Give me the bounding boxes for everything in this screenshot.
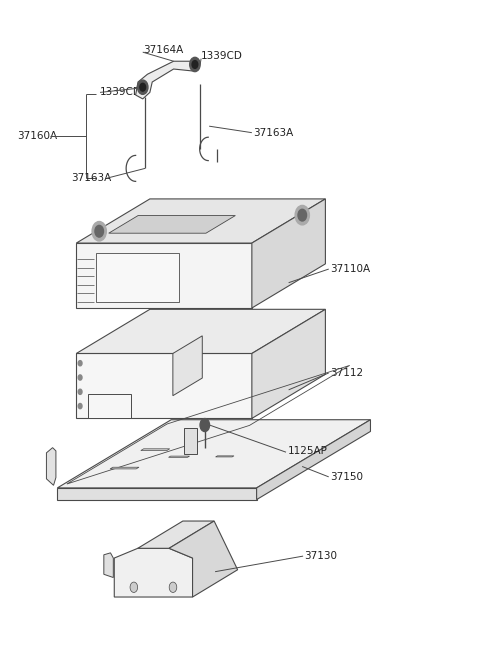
Text: 37130: 37130 bbox=[304, 551, 337, 561]
Bar bbox=[88, 394, 131, 419]
Polygon shape bbox=[76, 309, 325, 354]
Circle shape bbox=[295, 206, 310, 225]
Circle shape bbox=[200, 419, 210, 432]
Circle shape bbox=[78, 403, 82, 409]
Polygon shape bbox=[76, 243, 252, 308]
Circle shape bbox=[192, 60, 198, 68]
Polygon shape bbox=[57, 488, 257, 500]
Circle shape bbox=[78, 361, 82, 365]
Polygon shape bbox=[184, 428, 197, 454]
Polygon shape bbox=[168, 456, 190, 457]
Text: 37112: 37112 bbox=[330, 368, 363, 378]
Polygon shape bbox=[136, 61, 200, 99]
Text: 37163A: 37163A bbox=[72, 173, 112, 183]
Polygon shape bbox=[173, 336, 202, 396]
Text: 37110A: 37110A bbox=[330, 264, 370, 274]
Text: 37160A: 37160A bbox=[17, 131, 57, 141]
Circle shape bbox=[137, 80, 148, 94]
Text: 1339CD: 1339CD bbox=[100, 87, 142, 98]
Polygon shape bbox=[104, 553, 113, 578]
Polygon shape bbox=[252, 309, 325, 419]
Polygon shape bbox=[47, 447, 56, 485]
Polygon shape bbox=[108, 215, 235, 233]
Polygon shape bbox=[76, 354, 252, 419]
Circle shape bbox=[169, 582, 177, 593]
Text: 37150: 37150 bbox=[330, 472, 363, 482]
Polygon shape bbox=[138, 521, 214, 548]
Polygon shape bbox=[216, 456, 234, 457]
Circle shape bbox=[78, 389, 82, 394]
Polygon shape bbox=[252, 199, 325, 308]
Text: 37164A: 37164A bbox=[143, 45, 183, 55]
Circle shape bbox=[190, 58, 200, 71]
Polygon shape bbox=[257, 420, 371, 500]
Text: 1339CD: 1339CD bbox=[201, 51, 243, 61]
Text: 1125AP: 1125AP bbox=[288, 446, 327, 456]
Circle shape bbox=[130, 582, 138, 593]
Circle shape bbox=[298, 210, 307, 221]
Polygon shape bbox=[110, 467, 139, 469]
Polygon shape bbox=[114, 548, 192, 597]
Circle shape bbox=[95, 225, 104, 237]
Polygon shape bbox=[169, 521, 238, 597]
Circle shape bbox=[92, 221, 107, 241]
Bar bbox=[96, 253, 179, 301]
Circle shape bbox=[78, 375, 82, 380]
Circle shape bbox=[140, 83, 145, 91]
Polygon shape bbox=[57, 420, 371, 488]
Text: 37163A: 37163A bbox=[253, 128, 294, 138]
Polygon shape bbox=[141, 449, 170, 451]
Polygon shape bbox=[76, 199, 325, 243]
